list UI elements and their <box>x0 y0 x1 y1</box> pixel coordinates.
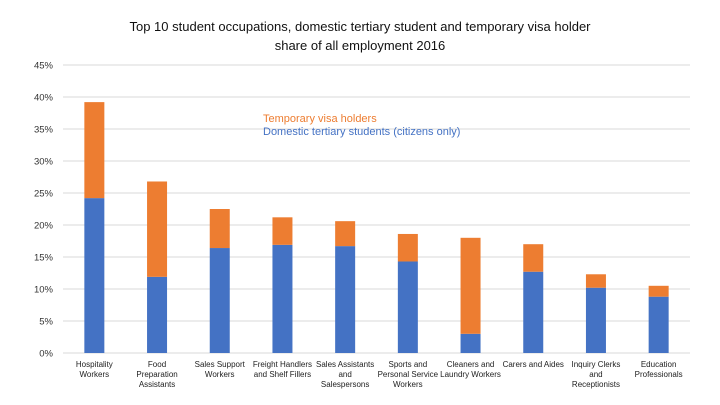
x-tick-label: Sales Support <box>195 360 246 369</box>
y-tick-label: 45% <box>34 61 54 72</box>
x-tick-label: Workers <box>80 370 110 379</box>
x-tick-label: Laundry Workers <box>440 370 501 379</box>
x-tick-label: Freight Handlers <box>253 360 312 369</box>
title-line-2: share of all employment 2016 <box>274 38 446 53</box>
bar-domestic <box>585 287 606 353</box>
bar-domestic <box>523 271 544 353</box>
bar-domestic <box>84 198 105 353</box>
y-tick-label: 10% <box>34 285 54 296</box>
bar-visa <box>147 181 168 277</box>
bar-visa <box>585 274 606 288</box>
x-tick-label: Professionals <box>635 370 683 379</box>
y-tick-label: 25% <box>34 189 54 200</box>
bar-visa <box>648 285 669 297</box>
bar-visa <box>209 209 230 249</box>
x-tick-label: and Shelf Fillers <box>254 370 311 379</box>
bar-visa <box>397 233 418 262</box>
y-tick-label: 5% <box>39 317 53 328</box>
y-tick-label: 0% <box>39 349 53 360</box>
y-tick-label: 15% <box>34 253 54 264</box>
bar-visa <box>335 221 356 247</box>
bar-domestic <box>335 246 356 353</box>
bar-domestic <box>648 296 669 353</box>
legend-domestic: Domestic tertiary students (citizens onl… <box>263 126 460 138</box>
legend-visa: Temporary visa holders <box>263 113 377 125</box>
bar-visa <box>272 217 293 245</box>
x-tick-label: Food <box>148 360 166 369</box>
x-tick-label: Inquiry Clerks <box>571 360 620 369</box>
y-tick-label: 30% <box>34 157 54 168</box>
x-tick-label: Workers <box>393 380 423 389</box>
bar-domestic <box>397 261 418 353</box>
x-tick-label: Personal Service <box>378 370 439 379</box>
x-tick-label: and <box>589 370 602 379</box>
bar-visa <box>84 102 105 199</box>
bar-visa <box>523 244 544 272</box>
x-tick-label: and <box>338 370 351 379</box>
y-tick-label: 40% <box>34 93 54 104</box>
bar-domestic <box>147 276 168 353</box>
bar-domestic <box>209 248 230 353</box>
y-tick-label: 20% <box>34 221 54 232</box>
x-tick-label: Carers and Aides <box>503 360 564 369</box>
x-tick-label: Sales Assistants <box>316 360 374 369</box>
x-tick-label: Receptionists <box>572 380 620 389</box>
chart-title: Top 10 student occupations, domestic ter… <box>0 17 720 55</box>
x-tick-label: Workers <box>205 370 235 379</box>
x-tick-label: Cleaners and <box>447 360 495 369</box>
x-tick-label: Education <box>641 360 677 369</box>
bar-domestic <box>272 244 293 353</box>
x-tick-label: Preparation <box>136 370 177 379</box>
bar-domestic <box>460 333 481 353</box>
x-tick-label: Sports and <box>388 360 427 369</box>
bar-visa <box>460 237 481 334</box>
x-tick-label: Salespersons <box>321 380 369 389</box>
y-tick-label: 35% <box>34 125 54 136</box>
x-tick-label: Assistants <box>139 380 175 389</box>
title-line-1: Top 10 student occupations, domestic ter… <box>129 19 591 34</box>
x-tick-label: Hospitality <box>76 360 113 369</box>
